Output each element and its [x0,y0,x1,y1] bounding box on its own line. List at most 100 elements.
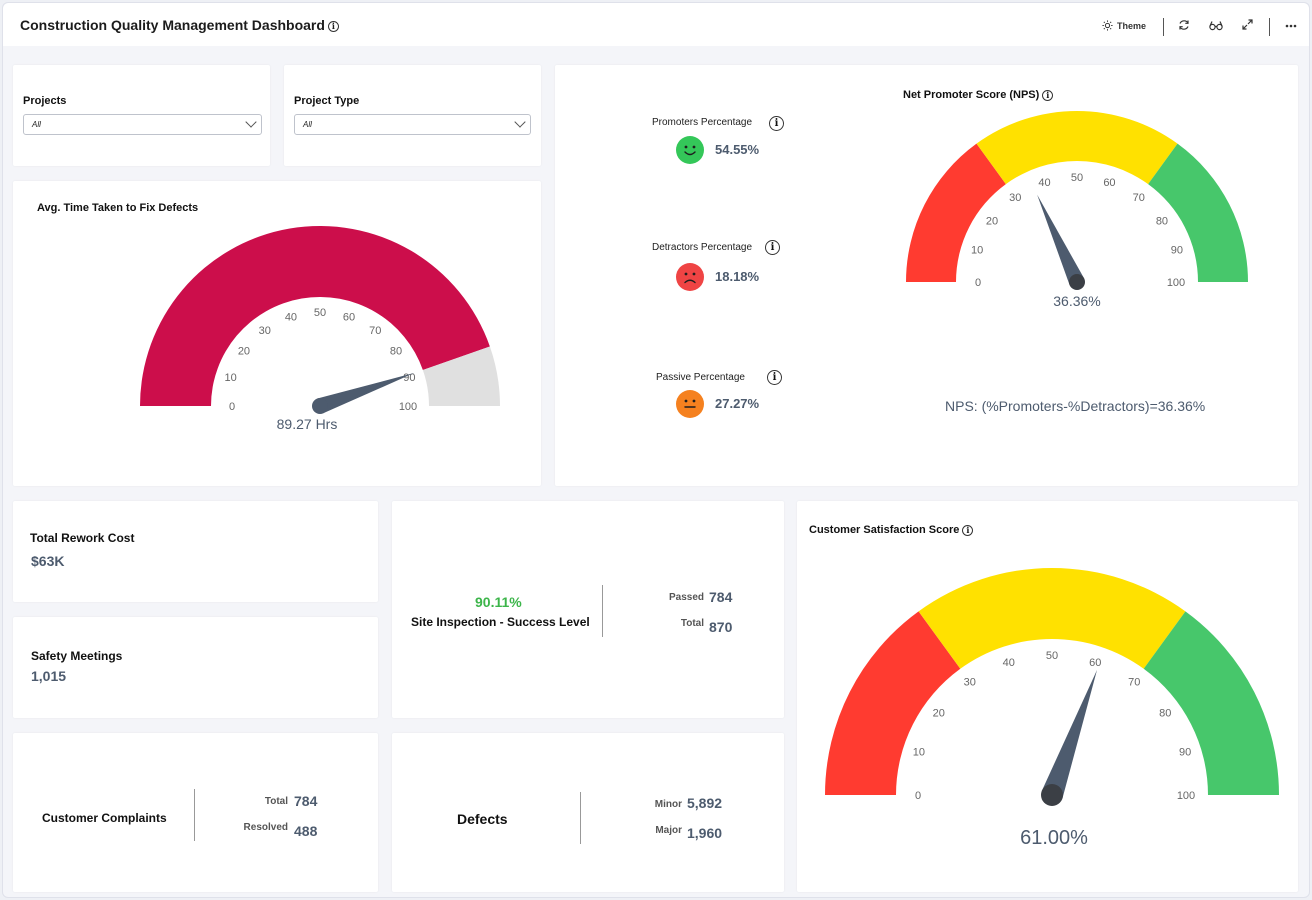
major-value: 1,960 [687,825,723,841]
minor-label: Minor [654,799,682,810]
top-bar: Construction Quality Management Dashboar… [3,3,1309,46]
site-inspection-label: Site Inspection - Success Level [411,615,590,629]
project-type-filter-card: Project Type All [284,65,541,166]
nps-gauge: 0 10 20 30 40 50 60 70 80 90 100 36.36% [906,111,1248,309]
info-icon[interactable]: i [327,20,339,32]
rework-card: Total Rework Cost $63K [13,501,378,602]
passive-value: 27.27% [715,396,760,411]
rework-value: $63K [31,553,65,569]
defects-card: Defects Minor 5,892 Major 1,960 [392,733,784,892]
avg-time-card: Avg. Time Taken to Fix Defects 0 10 20 30 40… [13,181,541,486]
passed-label: Passed [668,592,704,603]
gauge-tick-label: 70 [1133,192,1145,204]
defects-label: Defects [457,811,508,827]
promoters-info-icon[interactable]: i [769,116,784,131]
toolbar-divider-2 [1269,18,1270,36]
gauge-tick-label: 80 [1156,215,1168,227]
gauge-tick-label: 10 [913,747,925,759]
promoters-label-text: Promoters Percentage [652,117,753,128]
gauge-tick-label: 10 [971,245,983,257]
gauge-tick-label: 40 [1003,657,1015,669]
chevron-down-icon [514,116,526,128]
page-title-text: Construction Quality Management Dashboar… [20,17,325,33]
gauge-value-label: 89.27 Hrs [277,416,338,432]
gauge-tick-label: 50 [1071,172,1083,184]
avg-time-gauge: 0 10 20 30 40 50 60 70 80 90 100 89.27 Hrs [140,225,500,432]
divider [602,585,603,637]
info-icon[interactable]: i [962,524,974,536]
gauge-tick-label: 0 [975,277,981,289]
page-title: Construction Quality Management Dashboar… [20,17,339,33]
smile-icon [676,136,704,164]
gauge-band [1143,611,1279,795]
project-type-select[interactable]: All [294,114,531,135]
gauge-tick-label: 30 [1009,192,1021,204]
gauge-needle-hub [1069,274,1085,290]
gauge-tick-label: 80 [390,346,402,358]
nps-title: Net Promoter Score (NPS) i [903,89,1054,101]
gauge-tick-label: 0 [915,790,921,802]
projects-select-value: All [32,120,41,129]
frown-icon [676,263,704,291]
project-type-filter-label: Project Type [294,95,360,107]
major-label: Major [655,825,682,836]
promoters-label: Promoters Percentage [652,117,752,128]
complaints-total-value: 784 [294,793,318,809]
total-value: 870 [709,619,733,635]
divider [194,789,195,841]
divider [580,792,581,844]
gauge-tick-label: 40 [1038,177,1050,189]
sun-icon [1102,20,1113,31]
gauge-tick-label: 60 [1103,177,1115,189]
nps-title-text: Net Promoter Score (NPS) [903,89,1040,101]
projects-filter-label: Projects [23,95,67,107]
gauge-tick-label: 70 [369,325,381,337]
gauge-tick-label: 90 [1171,245,1183,257]
detractors-label-text: Detractors Percentage [652,242,753,253]
projects-filter-card: Projects All [13,65,270,166]
projects-select[interactable]: All [23,114,262,135]
info-icon[interactable]: i [1042,89,1054,101]
theme-button[interactable]: Theme [1102,20,1146,31]
glasses-icon[interactable] [1209,20,1223,31]
safety-value: 1,015 [31,668,67,684]
rework-label: Total Rework Cost [30,531,135,545]
passive-label-text: Passive Percentage [656,372,745,383]
csat-gauge: 0 10 20 30 40 50 60 70 80 90 100 61.00% [825,568,1279,849]
nps-card: Promoters Percentage i 54.55% Detractors… [555,65,1298,486]
gauge-band [906,143,1006,282]
gauge-value-label: 36.36% [1053,293,1100,309]
csat-card: Customer Satisfaction Score i 0 10 20 30 40 50… [797,501,1298,892]
csat-title: Customer Satisfaction Score i [809,524,974,536]
promoters-value: 54.55% [715,142,760,157]
safety-card: Safety Meetings 1,015 [13,617,378,718]
gauge-band [140,225,490,406]
avg-time-title: Avg. Time Taken to Fix Defects [37,202,199,214]
neutral-face-icon [676,390,704,418]
site-inspection-percent: 90.11% [475,594,522,610]
gauge-tick-label: 100 [1177,790,1195,802]
gauge-tick-label: 90 [403,372,415,384]
gauge-tick-label: 60 [343,312,355,324]
complaints-total-label: Total [264,796,288,807]
passive-info-icon[interactable]: i [767,370,782,385]
expand-icon[interactable] [1242,19,1253,30]
gauge-needle [317,372,415,414]
gauge-value-label: 61.00% [1020,827,1088,849]
detractors-info-icon[interactable]: i [765,240,780,255]
gauge-tick-label: 60 [1089,657,1101,669]
gauge-tick-label: 70 [1128,677,1140,689]
project-type-select-value: All [303,120,312,129]
csat-title-text: Customer Satisfaction Score [809,524,960,536]
gauge-tick-label: 50 [314,307,326,319]
gauge-needle-hub [1041,784,1063,806]
refresh-icon[interactable] [1178,19,1190,31]
gauge-tick-label: 40 [285,312,297,324]
gauge-band [1148,143,1248,282]
gauge-tick-label: 20 [986,215,998,227]
more-icon[interactable] [1285,24,1297,28]
passed-value: 784 [709,589,733,605]
complaints-label: Customer Complaints [42,811,167,825]
gauge-tick-label: 80 [1159,708,1171,720]
total-label: Total [680,618,704,629]
